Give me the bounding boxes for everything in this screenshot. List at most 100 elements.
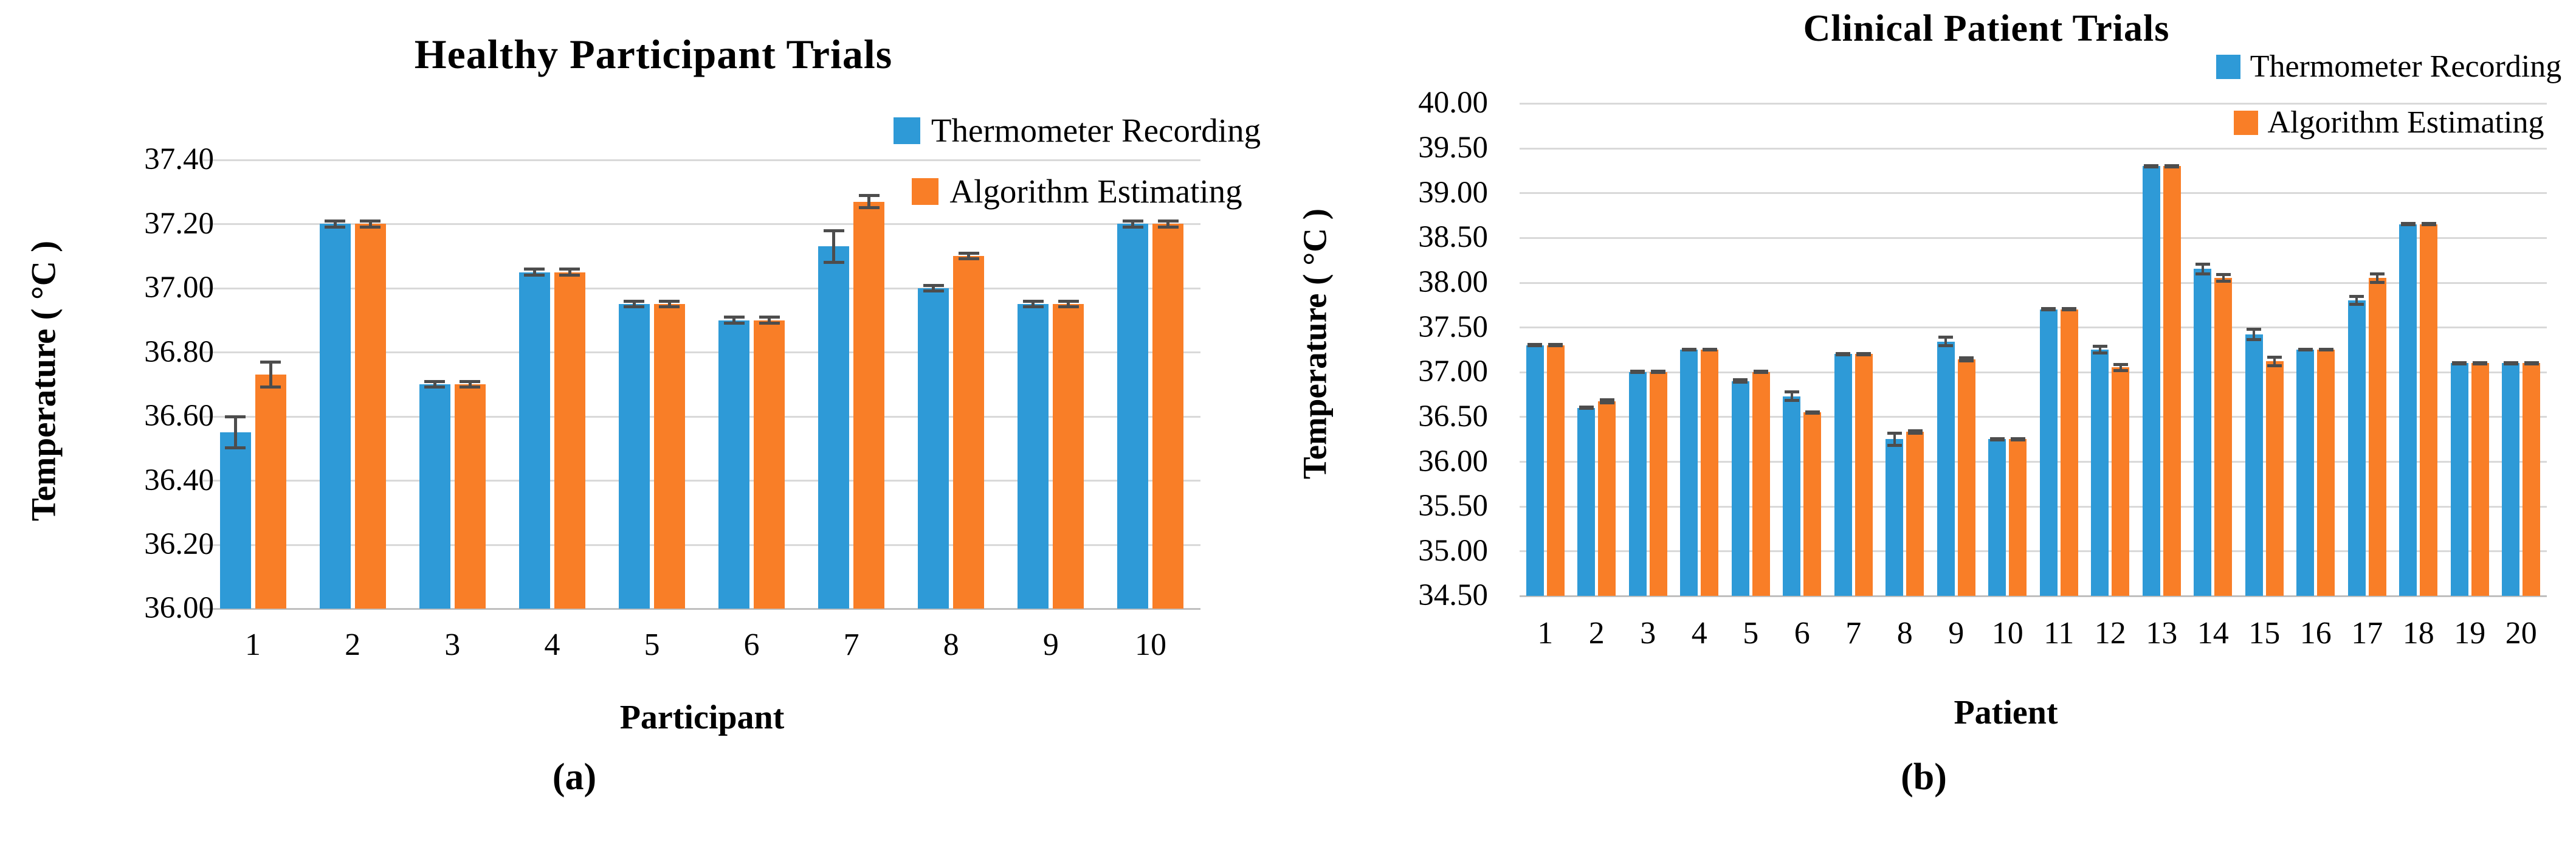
y-tick-label: 37.00 — [144, 271, 214, 305]
bar-thermometer-recording — [1577, 407, 1596, 596]
error-bar-cap-bottom — [2092, 351, 2107, 354]
error-bar-line — [333, 221, 337, 227]
error-bar-cap-bottom — [2062, 308, 2077, 312]
error-bar-line — [2119, 364, 2122, 372]
error-bar-line — [1893, 432, 1896, 446]
error-bar-cap-bottom — [1599, 401, 1614, 405]
error-bar-line — [1031, 300, 1035, 308]
legend-label: Thermometer Recording — [931, 112, 1261, 149]
bar-thermometer-recording — [2450, 363, 2468, 596]
error-bar-line — [1166, 221, 1170, 227]
bar-algorithm-estimating — [2523, 363, 2541, 596]
x-tick-label: 17 — [2351, 616, 2383, 651]
error-bar-cap-bottom — [260, 385, 281, 389]
y-axis-title-healthy: Temperature ( °C ) — [24, 240, 63, 522]
error-bar-cap-bottom — [1702, 348, 1717, 352]
bar-algorithm-estimating — [2009, 439, 2027, 596]
bar-algorithm-estimating — [754, 320, 785, 609]
error-bar-cap-top — [1938, 336, 1954, 339]
error-bar-cap-bottom — [823, 260, 844, 264]
bar-thermometer-recording — [2296, 350, 2315, 596]
bar-algorithm-estimating — [2214, 278, 2233, 596]
gridline — [203, 480, 1200, 482]
gridline — [203, 223, 1200, 226]
error-bar-line — [2201, 263, 2204, 275]
error-bar-line — [269, 362, 272, 388]
legend-label: Algorithm Estimating — [2267, 105, 2544, 140]
error-bar-line — [2222, 274, 2225, 282]
error-bar-cap-bottom — [624, 305, 645, 309]
error-bar-cap-top — [1022, 299, 1044, 303]
bar-thermometer-recording — [2194, 269, 2212, 596]
error-bar-line — [1131, 221, 1135, 227]
chart-title-clinical: Clinical Patient Trials — [1803, 8, 2170, 49]
error-bar-line — [468, 381, 472, 388]
bar-thermometer-recording — [1680, 350, 1698, 596]
x-tick-label: 4 — [544, 627, 560, 662]
bar-algorithm-estimating — [1152, 224, 1184, 609]
x-tick-label: 19 — [2454, 616, 2486, 651]
y-tick-label: 36.40 — [144, 463, 214, 497]
subfigure-caption-a: (a) — [552, 756, 597, 798]
error-bar-line — [532, 269, 536, 275]
error-bar-line — [1790, 392, 1793, 401]
error-bar-cap-bottom — [2473, 362, 2488, 365]
x-tick-label: 10 — [1991, 616, 2023, 651]
error-bar-cap-bottom — [1527, 344, 1543, 348]
error-bar-cap-bottom — [2113, 369, 2128, 373]
error-bar-cap-bottom — [2349, 303, 2364, 306]
error-bar-cap-bottom — [1754, 371, 1769, 375]
gridline — [1520, 371, 2547, 373]
error-bar-cap-bottom — [2144, 165, 2159, 168]
legend-item-thermometer-recording: Thermometer Recording — [2054, 49, 2576, 85]
bar-thermometer-recording — [1834, 354, 1852, 596]
bar-thermometer-recording — [2245, 334, 2263, 596]
bar-thermometer-recording — [2347, 300, 2366, 596]
x-tick-label: 3 — [444, 627, 461, 662]
error-bar-line — [632, 300, 636, 308]
legend-item-thermometer-recording: Thermometer Recording — [743, 111, 1411, 150]
error-bar-line — [2098, 346, 2101, 353]
error-bar-cap-bottom — [1058, 305, 1079, 309]
bar-algorithm-estimating — [2163, 166, 2181, 596]
error-bar-cap-top — [2092, 345, 2107, 348]
error-bar-cap-top — [858, 193, 880, 197]
error-bar-cap-top — [759, 316, 780, 319]
bar-algorithm-estimating — [554, 272, 585, 609]
gridline — [1520, 505, 2547, 508]
error-bar-cap-top — [1058, 299, 1079, 303]
error-bar-line — [768, 317, 771, 323]
gridline — [1520, 416, 2547, 418]
error-bar-cap-bottom — [360, 225, 381, 229]
x-axis-line — [1520, 595, 2547, 597]
error-bar-cap-bottom — [1548, 344, 1563, 348]
error-bar-cap-top — [2247, 328, 2262, 331]
error-bar-cap-top — [1122, 220, 1143, 223]
error-bar-cap-bottom — [1681, 348, 1696, 352]
legend-item-algorithm-estimating: Algorithm Estimating — [743, 172, 1411, 210]
y-tick-label: 36.60 — [144, 399, 214, 434]
error-bar-cap-bottom — [1579, 407, 1594, 410]
gridline — [203, 544, 1200, 546]
y-tick-label: 39.00 — [1418, 175, 1488, 210]
error-bar-line — [832, 230, 836, 263]
bar-thermometer-recording — [1018, 304, 1049, 609]
error-bar-cap-bottom — [1157, 225, 1179, 229]
error-bar-cap-bottom — [2195, 272, 2210, 276]
x-tick-label: 9 — [1948, 616, 1965, 651]
error-bar-cap-top — [2113, 362, 2128, 366]
error-bar-cap-bottom — [2010, 438, 2025, 441]
error-bar-cap-top — [659, 299, 680, 303]
legend-swatch-thermometer-icon — [2216, 54, 2240, 79]
error-bar-cap-bottom — [1651, 371, 1666, 375]
error-bar-cap-top — [225, 415, 246, 418]
bar-algorithm-estimating — [1906, 432, 1924, 596]
subfigure-caption-b: (b) — [1901, 756, 1947, 798]
bar-algorithm-estimating — [1803, 412, 1822, 596]
bar-thermometer-recording — [2039, 309, 2058, 596]
error-bar-cap-top — [624, 299, 645, 303]
bar-thermometer-recording — [1988, 439, 2006, 596]
error-bar-line — [2355, 296, 2358, 305]
error-bar-cap-top — [1599, 398, 1614, 402]
bar-algorithm-estimating — [354, 224, 386, 609]
